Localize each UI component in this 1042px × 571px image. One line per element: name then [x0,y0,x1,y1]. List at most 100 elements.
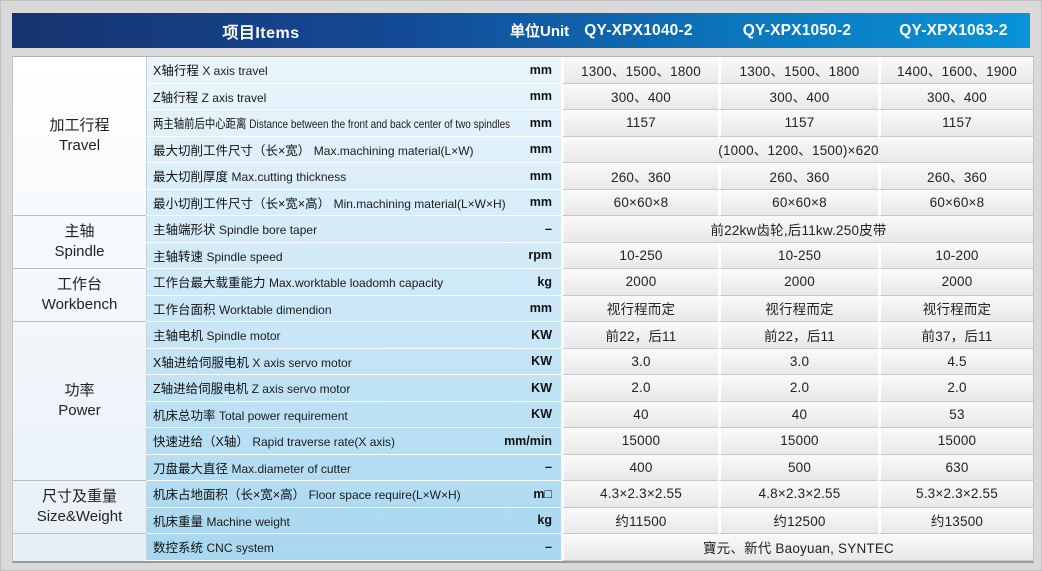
row-value-model-3: 1157 [878,110,1033,137]
row-value-model-2: 2.0 [718,375,878,402]
row-value-model-2: 10-250 [718,242,878,269]
row-item-label-text: 刀盘最大直径 Max.diameter of cutter [153,461,351,476]
row-value-model-3: 300、400 [878,83,1033,110]
row-unit: kg [511,508,561,534]
group-label-zh: 主轴 [64,222,95,240]
group-label-en: Size&Weight [36,508,123,525]
row-value-model-3: 10-200 [878,242,1033,269]
row-value-model-2: 1300、1500、1800 [718,57,878,84]
row-item-label-text: 主轴转速 Spindle speed [153,249,283,264]
group-label-en: Power [58,402,101,419]
row-value-model-1: 40 [561,401,718,428]
row-value-span: (1000、1200、1500)×620 [561,136,1033,163]
row-unit: – [511,534,561,561]
row-value-span: 寶元、新代 Baoyuan, SYNTEC [561,534,1033,561]
row-item-label: 最小切削工件尺寸（长×宽×高） Min.machining material(L… [146,190,511,216]
row-value-model-2: 60×60×8 [718,189,878,216]
row-unit: KW [511,402,561,428]
row-value-model-1: 10-250 [561,242,718,269]
row-value-model-2: 1157 [718,110,878,137]
row-value-model-2: 40 [718,401,878,428]
group-label-en: Spindle [54,243,105,260]
row-unit: m□ [511,481,561,508]
row-value-model-1: 300、400 [561,83,718,110]
row-value-model-3: 2.0 [878,375,1033,402]
row-item-label-text: 最大切削工件尺寸（长×宽） Max.machining material(L×W… [153,143,474,158]
group-cell: 加工行程 Travel [13,57,146,216]
group-label-zh: 尺寸及重量 [41,487,117,505]
header-items-label: 项目Items [222,24,300,42]
row-item-label-text: 快速进给（X轴） Rapid traverse rate(X axis) [153,435,396,450]
row-unit: mm [511,190,561,216]
row-value-model-2: 260、360 [718,163,878,190]
row-item-label: Z轴行程 Z axis travel [146,84,511,110]
row-item-label: 最大切削厚度 Max.cutting thickness [146,163,511,190]
row-value-model-1: 2.0 [561,375,718,402]
row-value-model-2: 前22，后11 [718,322,878,349]
row-item-label-text: Z轴行程 Z axis travel [153,90,267,105]
group-label-zh: 加工行程 [49,116,110,134]
row-value-model-3: 1400、1600、1900 [878,57,1033,84]
row-item-label: 工作台最大载重能力 Max.worktable loadomh capacity [146,269,511,296]
row-unit: mm [511,296,561,322]
label-column-background [147,57,561,561]
row-value-model-2: 15000 [718,428,878,455]
row-item-label-text: X轴行程 X axis travel [153,64,268,79]
group-label-en: Travel [58,137,101,154]
row-value-model-3: 约13500 [878,507,1033,534]
row-value-model-3: 5.3×2.3×2.55 [878,481,1033,508]
row-item-label-text: X轴进给伺服电机 X axis servo motor [153,355,352,370]
row-value-model-3: 4.5 [878,348,1033,375]
spec-table-body: 加工行程 Travel 主轴 Spindle 工作台 Workbench 功率 Power 尺寸… [12,56,1034,563]
group-column-background [13,57,147,561]
row-unit: mm [511,110,561,137]
row-item-label: 数控系统 CNC system [146,534,511,561]
row-unit: kg [511,269,561,296]
row-value-model-1: 15000 [561,428,718,455]
row-value-model-2: 300、400 [718,83,878,110]
row-item-label: 机床重量 Machine weight [146,508,511,534]
row-item-label-text: 机床重量 Machine weight [153,514,290,529]
row-value-model-3: 15000 [878,428,1033,455]
row-unit: mm [511,137,561,163]
spec-table-header: 项目Items 单位Unit QY-XPX1040-2 QY-XPX1050-2… [12,13,1030,48]
row-item-label-text: 工作台最大载重能力 Max.worktable loadomh capacity [153,276,444,291]
row-value-model-1: 视行程而定 [561,295,718,322]
row-item-label: 工作台面积 Worktable dimendion [146,296,511,322]
row-value-model-3: 53 [878,401,1033,428]
row-value-model-2: 4.8×2.3×2.55 [718,481,878,508]
row-item-label: 两主轴前后中心距离 Distance between the front and… [146,110,511,137]
group-cell: 工作台 Workbench [13,269,146,322]
row-item-label: 刀盘最大直径 Max.diameter of cutter [146,455,511,481]
row-item-label-text: 机床总功率 Total power requirement [153,408,348,423]
row-value-model-1: 4.3×2.3×2.55 [561,481,718,508]
row-item-label-text: 主轴电机 Spindle motor [153,329,281,344]
row-value-model-2: 500 [718,454,878,481]
row-item-label-text: 工作台面积 Worktable dimendion [153,302,332,317]
row-item-label-text: 主轴端形状 Spindle bore taper [153,223,318,238]
row-unit: KW [511,349,561,375]
group-cell: 功率 Power [13,322,146,481]
row-value-model-2: 2000 [718,269,878,296]
header-model-2: QY-XPX1050-2 [742,21,852,39]
row-value-model-3: 60×60×8 [878,189,1033,216]
row-unit: mm/min [504,428,561,455]
row-value-model-3: 260、360 [878,163,1033,190]
group-cell: 主轴 Spindle [13,216,146,269]
row-value-model-3: 2000 [878,269,1033,296]
row-unit: mm [511,57,561,84]
row-value-model-1: 3.0 [561,348,718,375]
row-item-label-text: 最小切削工件尺寸（长×宽×高） Min.machining material(L… [153,196,506,211]
header-unit-label: 单位Unit [510,23,570,40]
group-cell [13,534,146,561]
row-unit: KW [511,375,561,402]
group-cell: 尺寸及重量 Size&Weight [13,481,146,534]
header-model-1: QY-XPX1040-2 [584,21,693,39]
row-value-model-3: 630 [878,454,1033,481]
row-value-model-1: 约11500 [561,507,718,534]
row-value-span: 前22kw齿轮,后11kw.250皮带 [561,216,1033,243]
row-item-label-text: 数控系统 CNC system [153,541,274,556]
row-unit: – [511,216,561,243]
row-item-label: Z轴进给伺服电机 Z axis servo motor [146,375,511,402]
row-item-label-text: 最大切削厚度 Max.cutting thickness [153,170,347,185]
